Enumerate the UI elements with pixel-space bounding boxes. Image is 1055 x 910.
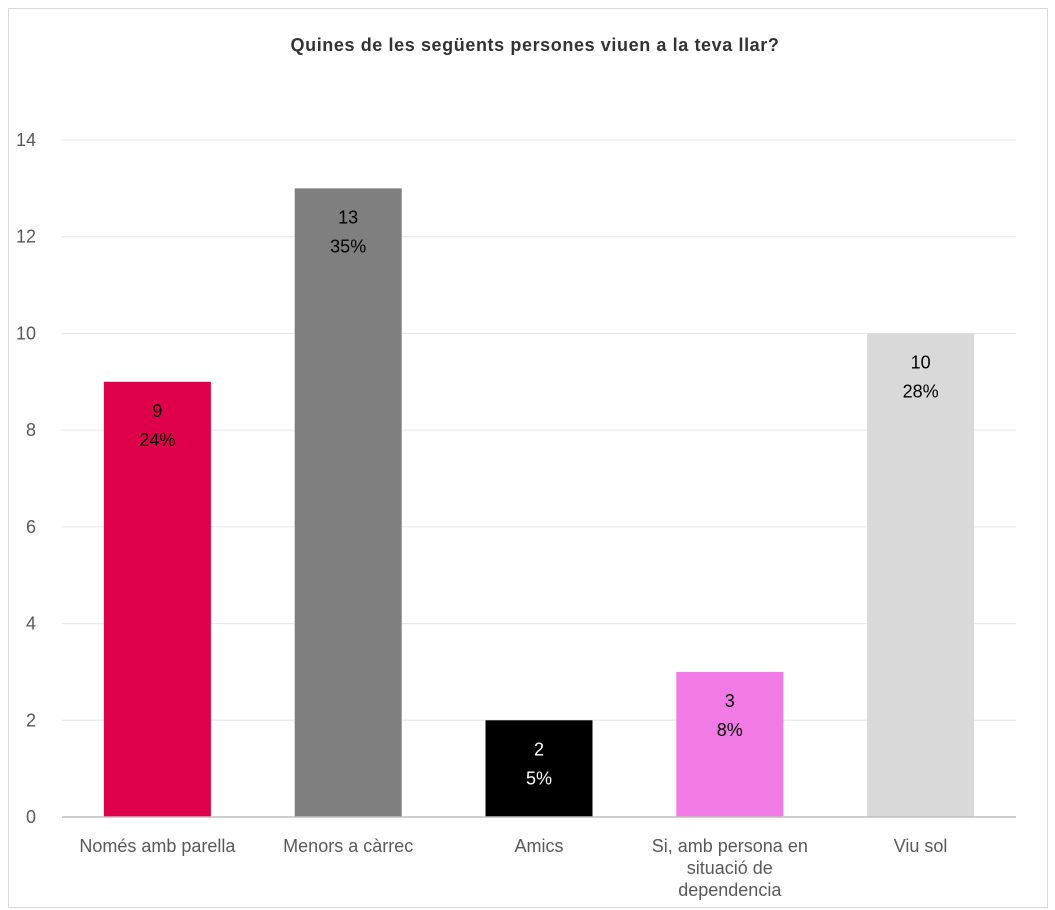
data-label-percent: 35% bbox=[330, 236, 366, 256]
x-tick-label: Amics bbox=[515, 836, 564, 856]
y-tick-label: 6 bbox=[26, 517, 36, 537]
y-tick-label: 8 bbox=[26, 420, 36, 440]
data-label-value: 3 bbox=[725, 691, 735, 711]
bar bbox=[103, 381, 211, 817]
y-tick-label: 2 bbox=[26, 710, 36, 730]
axes: 0 2 4 6 8 10 12 14 Només amb parella Menors a càr… bbox=[16, 130, 1016, 900]
data-label-percent: 24% bbox=[139, 430, 175, 450]
x-tick-label: Si, amb persona en situació de dependencia bbox=[652, 836, 808, 900]
bar bbox=[867, 333, 975, 817]
data-label-percent: 5% bbox=[526, 768, 552, 788]
y-tick-label: 0 bbox=[26, 807, 36, 827]
x-tick-label: Viu sol bbox=[894, 836, 948, 856]
bar bbox=[294, 188, 402, 817]
data-label-value: 10 bbox=[911, 352, 931, 372]
bars: 9 24% 13 35% 2 5% 3 8% 10 28% bbox=[103, 188, 975, 817]
y-tick-label: 10 bbox=[16, 323, 36, 343]
data-label-value: 13 bbox=[338, 207, 358, 227]
y-tick-label: 14 bbox=[16, 130, 36, 150]
x-tick-label: Menors a càrrec bbox=[283, 836, 413, 856]
y-tick-label: 12 bbox=[16, 227, 36, 247]
chart-title: Quines de les següents persones viuen a … bbox=[291, 35, 780, 55]
x-tick-label: Només amb parella bbox=[79, 836, 236, 856]
gridlines bbox=[62, 139, 1016, 721]
y-tick-label: 4 bbox=[26, 614, 36, 634]
data-label-percent: 8% bbox=[717, 720, 743, 740]
data-label-percent: 28% bbox=[903, 381, 939, 401]
bar bbox=[485, 720, 593, 817]
bar bbox=[676, 671, 784, 817]
data-label-value: 9 bbox=[152, 401, 162, 421]
data-label-value: 2 bbox=[534, 739, 544, 759]
